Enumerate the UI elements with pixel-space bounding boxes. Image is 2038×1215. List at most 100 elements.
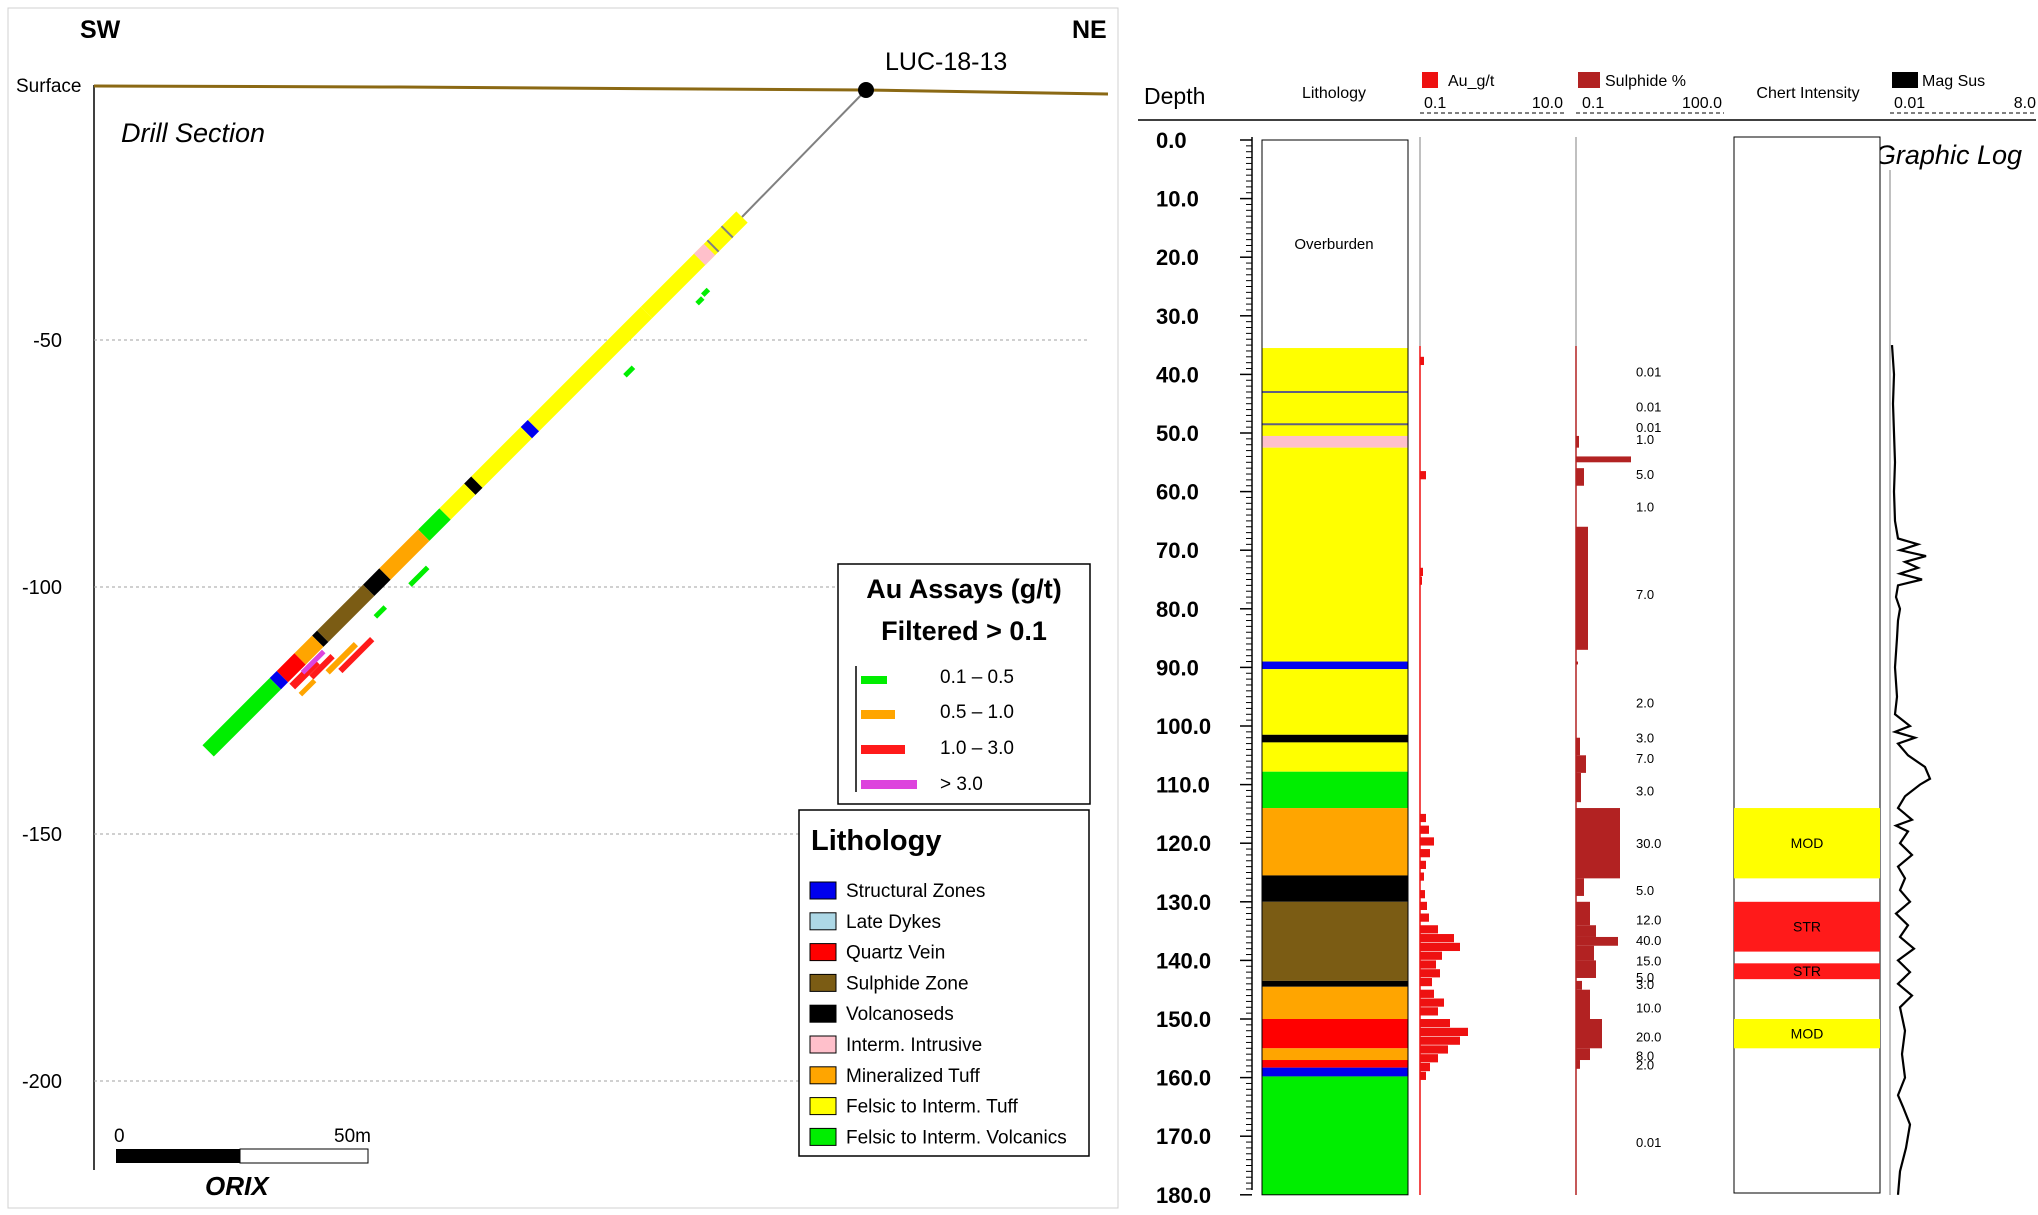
scale-start-label: 0: [114, 1126, 125, 1147]
depth-tick-label: 50.0: [1156, 421, 1199, 446]
sulphide-bar: [1576, 468, 1584, 486]
lithology-interval: [1262, 661, 1408, 670]
sulphide-value-label: 10.0: [1636, 1000, 1661, 1015]
elev-tick-label: -100: [22, 577, 62, 599]
au-bar: [1420, 1071, 1426, 1080]
chert-interval-label: MOD: [1791, 1026, 1824, 1042]
scale-end-label: 50m: [334, 1126, 371, 1147]
mag-max-label: 8.0: [2014, 95, 2036, 112]
depth-tick-label: 140.0: [1156, 948, 1211, 973]
lithology-interval: [1262, 771, 1408, 809]
lithology-legend-label: Interm. Intrusive: [846, 1035, 982, 1056]
lithology-interval: [1262, 1048, 1408, 1061]
lithology-interval: [1262, 808, 1408, 876]
chert-interval-label: STR: [1793, 963, 1821, 979]
sulphide-value-label: 2.0: [1636, 1058, 1654, 1073]
lithology-interval: [1262, 742, 1408, 772]
graphic-log-panel: Depth Lithology Au_g/t 0.1 10.0 Sulphide…: [1138, 72, 2036, 1208]
lithology-column: [1261, 139, 1409, 1196]
au-bar: [1420, 849, 1430, 858]
sulphide-value-label: 0.01: [1636, 420, 1661, 435]
depth-tick-label: 10.0: [1156, 187, 1199, 212]
lithology-interval: [1262, 140, 1408, 349]
lithology-legend: Lithology Structural Zones Late Dykes Quar…: [798, 809, 1090, 1157]
assay-legend-subtitle: Filtered > 0.1: [881, 616, 1047, 646]
assay-tick: [309, 653, 335, 680]
lithology-swatch: [809, 1097, 837, 1116]
sulphide-value-label: 1.0: [1636, 432, 1654, 447]
hole-segment-sulphide: [317, 584, 375, 642]
chert-interval: [1734, 808, 1880, 879]
hole-segment-volcanoseds: [312, 630, 329, 647]
depth-tick-label: 160.0: [1156, 1066, 1211, 1091]
ground-surface-line: [93, 84, 1109, 96]
scale-bar-white: [239, 1148, 369, 1164]
assay-tick: [408, 565, 430, 587]
depth-tick-label: 0.0: [1156, 128, 1187, 153]
au-bar: [1420, 913, 1429, 922]
lithology-column-frame: [1261, 139, 1409, 1196]
au-bar: [1420, 960, 1436, 969]
lithology-swatch: [809, 1066, 837, 1085]
depth-tick-label: 90.0: [1156, 655, 1199, 680]
au-bar: [1420, 1062, 1430, 1072]
overburden-label: Overburden: [1294, 236, 1373, 253]
hole-segment-volcanoseds: [362, 568, 391, 597]
drill-section-panel: SW NE Surface Drill Section -50 -100 -15…: [7, 7, 1119, 1209]
mag-min-label: 0.01: [1894, 95, 1925, 112]
sulphide-bar: [1576, 1019, 1602, 1049]
sulphide-header: Sulphide %: [1605, 73, 1686, 90]
depth-tick-label: 100.0: [1156, 714, 1211, 739]
assay-swatch: [861, 780, 917, 789]
sulphide-value-label: 40.0: [1636, 933, 1661, 948]
lithology-legend-rows: Structural Zones Late Dykes Quartz Vein Sul…: [809, 881, 1067, 1148]
assay-swatch: [861, 710, 895, 719]
hole-segment-tuff: [439, 483, 476, 520]
assay-legend-label: 1.0 – 3.0: [940, 738, 1014, 759]
sulphide-value-label: 0.01: [1636, 400, 1661, 415]
hole-segment-quartz-vein: [276, 653, 306, 683]
assay-tick: [325, 641, 359, 675]
hole-segment-volcanoseds: [464, 476, 483, 495]
au-bar: [1420, 1007, 1438, 1016]
chert-track-box: [1733, 136, 1881, 1194]
depth-tick-label: 80.0: [1156, 597, 1199, 622]
depth-tick-label: 20.0: [1156, 245, 1199, 270]
depth-tick-label: 150.0: [1156, 1007, 1211, 1032]
assay-legend: Au Assays (g/t) Filtered > 0.1 0.1 – 0.5…: [837, 563, 1091, 805]
au-bar: [1420, 837, 1434, 846]
lithology-interval: [1262, 669, 1408, 735]
sulphide-value-label: 0.01: [1636, 1135, 1661, 1150]
lithology-interval: [1262, 348, 1408, 442]
mag-header: Mag Sus: [1922, 73, 1985, 90]
sulphide-bar: [1576, 772, 1581, 803]
orix-logo: ORIX: [205, 1171, 270, 1201]
au-bar: [1420, 1036, 1460, 1045]
sulphide-value-label: 12.0: [1636, 912, 1661, 927]
scale-bar-black: [116, 1149, 240, 1163]
assay-legend-label: > 3.0: [940, 774, 983, 795]
depth-header: Depth: [1144, 83, 1205, 109]
sulphide-bar: [1576, 661, 1578, 665]
au-bar: [1420, 969, 1440, 978]
lithology-swatch: [809, 912, 837, 931]
hole-segment-mineralized-tuff: [294, 635, 324, 665]
au-bar: [1420, 901, 1427, 911]
chert-interval: [1734, 1019, 1880, 1049]
sulphide-value-label: 1.0: [1636, 499, 1654, 514]
au-bar: [1420, 989, 1434, 998]
sulphide-value-label: 3.0: [1636, 977, 1654, 992]
sulphide-value-label: 5.0: [1636, 467, 1654, 482]
mag-sus-trace: [1890, 345, 1932, 1195]
hole-segment-mineralized-tuff: [379, 529, 430, 580]
chert-column: MOD STR STR MOD: [1734, 808, 1880, 1049]
assay-swatch: [861, 676, 887, 684]
au-bar: [1420, 890, 1425, 899]
sulphide-bar: [1576, 980, 1582, 990]
au-bar: [1420, 825, 1429, 834]
depth-tick-label: 70.0: [1156, 538, 1199, 563]
lithology-legend-label: Mineralized Tuff: [846, 1066, 980, 1087]
collar-marker: [858, 82, 874, 98]
chert-interval: [1734, 963, 1880, 980]
